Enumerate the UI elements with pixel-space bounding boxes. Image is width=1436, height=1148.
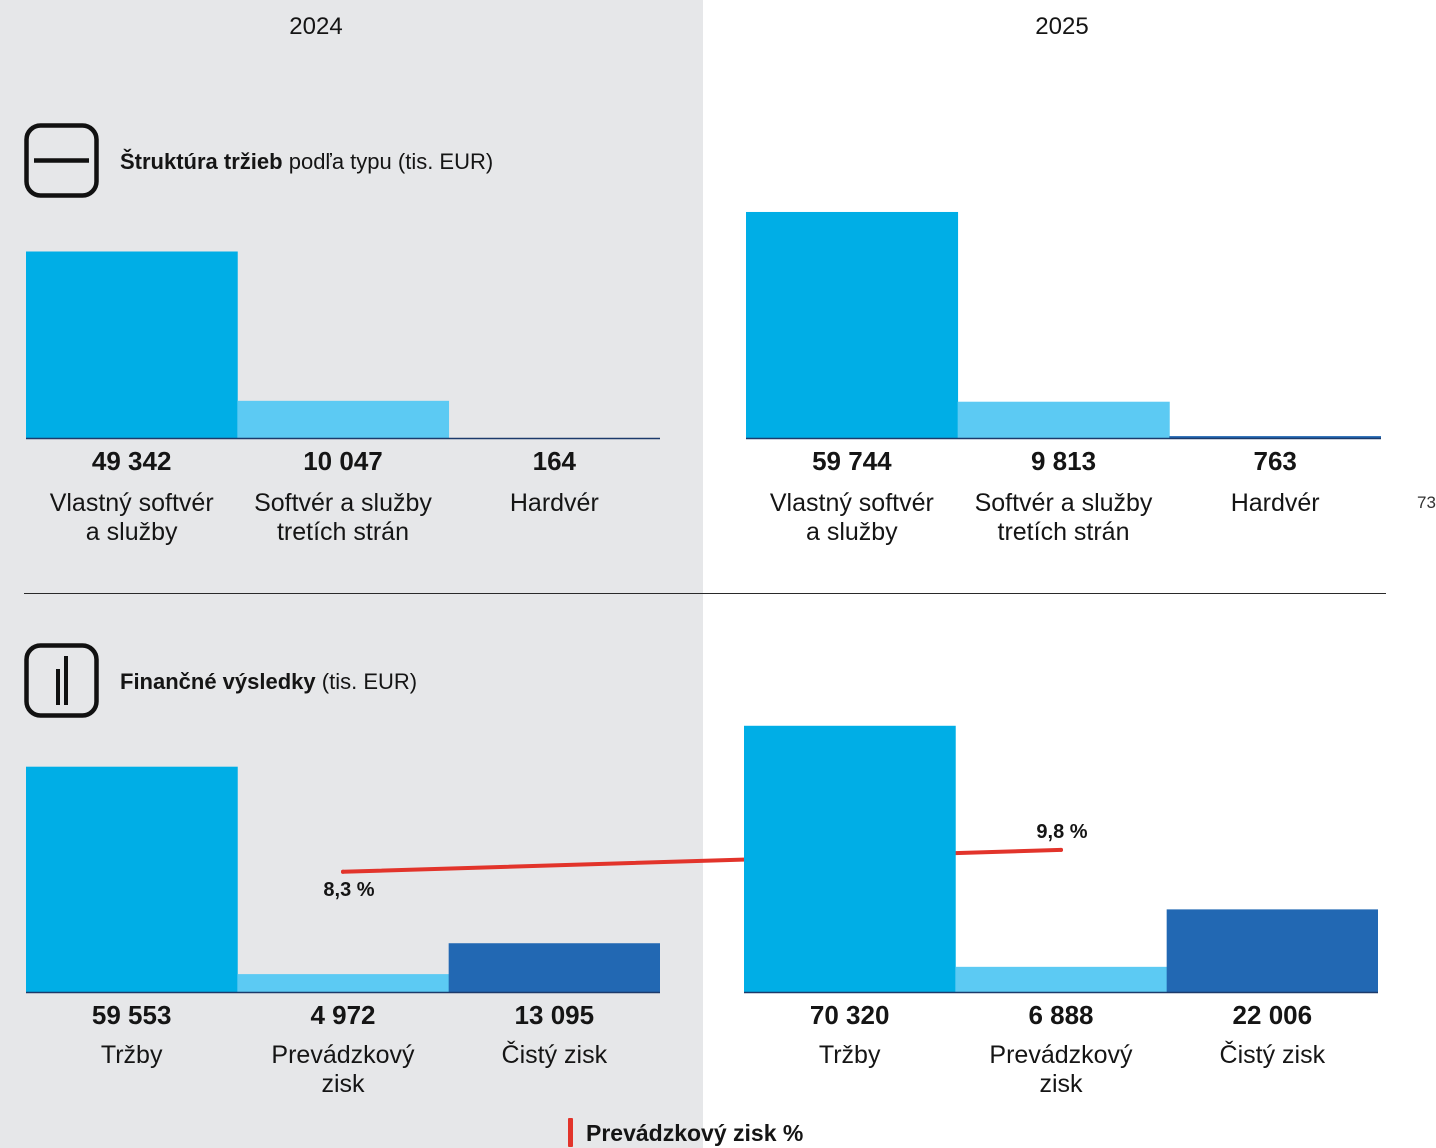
value-label-2024-third-party: 10 047: [303, 446, 383, 476]
category-label-revenue: Tržby: [818, 1041, 881, 1069]
value-label-2025-own-software: 59 744: [812, 446, 892, 476]
category-label-operating-profit: Prevádzkový zisk: [271, 1041, 415, 1098]
financial-results-title-bold: Finančné výsledky: [120, 669, 316, 694]
bar-financial-results-2025-cisty-zisk: [1166, 909, 1378, 993]
bar-financial-results-2025-prevadzkovy-zisk: [955, 966, 1168, 993]
bar-revenue-structure-2024-vlastny-softver-a-sluzby: [26, 251, 238, 439]
revenue-structure-categories-2025: Vlastný softvér a služby Softvér a služb…: [746, 489, 1381, 547]
value-label-2024-hardware: 164: [532, 446, 577, 476]
value-label-2025-hardware: 763: [1253, 446, 1297, 476]
category-label-net-profit: Čistý zisk: [501, 1041, 608, 1069]
chart-legend: Prevádzkový zisk %: [568, 1118, 803, 1147]
revenue-structure-title-rest: podľa typu (tis. EUR): [288, 149, 494, 174]
value-label-2024-own-software: 49 342: [91, 446, 172, 476]
financial-results-values-2025: 70 320 6 888 22 006: [744, 1000, 1378, 1030]
bar-revenue-structure-2025-hardver: [1169, 436, 1381, 439]
value-label-2025-net-profit: 22 006: [1232, 1000, 1313, 1030]
category-label-third-party: Softvér a služby tretích strán: [254, 489, 432, 546]
bar-revenue-structure-2025-vlastny-softver-a-sluzby: [746, 211, 959, 439]
value-label-2024-revenue: 59 553: [91, 1000, 172, 1030]
category-label-third-party: Softvér a služby tretích strán: [974, 489, 1153, 546]
value-label-2025-revenue: 70 320: [809, 1000, 890, 1030]
value-label-2024-operating-profit: 4 972: [310, 1000, 376, 1030]
year-header-2024: 2024: [289, 13, 343, 40]
year-header-2025: 2025: [1035, 13, 1089, 40]
operating-margin-label-2025: 9,8 %: [1036, 821, 1088, 843]
revenue-structure-title-bold: Štruktúra tržieb: [120, 149, 283, 174]
category-label-net-profit: Čistý zisk: [1219, 1041, 1326, 1069]
bar-financial-results-2024-trzby: [26, 766, 238, 993]
category-label-own-software: Vlastný softvér a služby: [769, 489, 934, 546]
financial-results-categories-2024: Tržby Prevádzkový zisk Čistý zisk: [26, 1041, 660, 1099]
category-label-operating-profit: Prevádzkový zisk: [989, 1041, 1133, 1098]
financial-results-chart: [26, 725, 1378, 994]
revenue-structure-categories-2024: Vlastný softvér a služby Softvér a služb…: [26, 489, 660, 547]
bar-financial-results-2025-trzby: [744, 725, 956, 993]
operating-margin-label-2024: 8,3 %: [323, 879, 375, 901]
revenue-structure-title: Štruktúra tržieb podľa typu (tis. EUR): [120, 149, 493, 175]
financial-results-values-2024: 59 553 4 972 13 095: [26, 1000, 660, 1030]
category-label-own-software: Vlastný softvér a služby: [49, 489, 214, 546]
legend-label-operating-margin: Prevádzkový zisk %: [586, 1119, 804, 1146]
category-label-hardware: Hardvér: [509, 489, 599, 517]
revenue-structure-chart: [26, 211, 1381, 440]
revenue-structure-values-2024: 49 342 10 047 164: [26, 446, 660, 476]
prevadzkovy-zisk-point-2024: [341, 869, 345, 874]
category-label-revenue: Tržby: [100, 1041, 163, 1069]
category-label-hardware: Hardvér: [1230, 489, 1320, 517]
legend-swatch-operating-margin: [568, 1118, 573, 1147]
bar-revenue-structure-2024-softver-a-sluzby-tretich-stran: [237, 400, 450, 439]
bar-revenue-structure-2025-softver-a-sluzby-tretich-stran: [957, 401, 1170, 439]
page-number: 73: [1417, 493, 1436, 512]
bar-chart-icon: [24, 643, 99, 718]
prevadzkovy-zisk-point-2025: [1059, 847, 1063, 852]
minus-square-icon: [24, 123, 99, 198]
value-label-2024-net-profit: 13 095: [514, 1000, 595, 1030]
revenue-structure-values-2025: 59 744 9 813 763: [746, 446, 1381, 476]
financial-results-title-rest: (tis. EUR): [321, 669, 418, 694]
financial-results-categories-2025: Tržby Prevádzkový zisk Čistý zisk: [744, 1041, 1378, 1099]
value-label-2025-operating-profit: 6 888: [1028, 1000, 1094, 1030]
section-divider: [24, 593, 1386, 594]
bar-financial-results-2024-prevadzkovy-zisk: [237, 974, 450, 993]
value-label-2025-third-party: 9 813: [1030, 446, 1097, 476]
bar-financial-results-2024-cisty-zisk: [448, 943, 660, 993]
financial-results-title: Finančné výsledky (tis. EUR): [120, 669, 417, 695]
